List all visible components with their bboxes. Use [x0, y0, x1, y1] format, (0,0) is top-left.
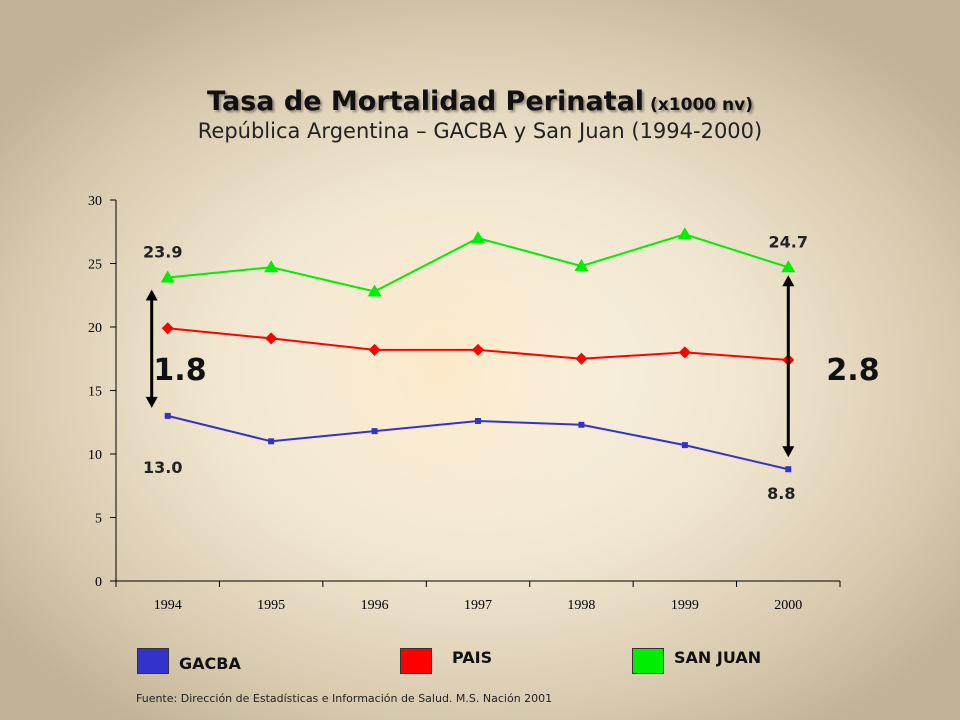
- data-point-pais: [472, 343, 484, 356]
- series-gacba: [164, 412, 792, 473]
- data-point-gacba: [475, 417, 481, 424]
- data-point-gacba: [681, 442, 688, 449]
- difference-arrow-head-up: [782, 275, 795, 287]
- data-point-san-juan: [160, 270, 175, 283]
- x-tick-label: 2000: [774, 598, 802, 613]
- y-tick-label: 10: [88, 448, 102, 463]
- chart-title: Tasa de Mortalidad Perinatal (x1000 nv): [0, 86, 960, 117]
- series-san-juan: [160, 227, 796, 297]
- data-point-pais: [575, 352, 588, 365]
- data-point-san-juan: [367, 284, 382, 297]
- value-label: 8.8: [767, 484, 795, 503]
- data-point-gacba: [164, 412, 171, 419]
- data-point-pais: [368, 343, 381, 356]
- value-label: 13.0: [143, 458, 182, 477]
- y-tick-label: 5: [95, 512, 102, 527]
- ratio-label: 2.8: [826, 353, 879, 388]
- legend-label-san-juan: SAN JUAN: [674, 648, 762, 667]
- x-tick-label: 1998: [567, 598, 595, 613]
- data-point-pais: [161, 322, 174, 335]
- plot-glow: [280, 215, 610, 545]
- legend-swatch-gacba: [137, 648, 169, 674]
- chart-subtitle: República Argentina – GACBA y San Juan (…: [197, 119, 763, 143]
- difference-arrow-head-down: [145, 396, 158, 408]
- x-tick-label: 1994: [154, 598, 182, 613]
- legend-label-gacba: GACBA: [179, 654, 241, 673]
- chart-title-unit: (x1000 nv): [650, 95, 753, 115]
- data-point-san-juan: [574, 259, 589, 272]
- data-point-san-juan: [471, 231, 485, 244]
- axes: 0 5 10 15 20 25 30 1994 1995 1996 1997 1998 1999 2000: [88, 194, 841, 613]
- data-point-gacba: [268, 438, 275, 445]
- x-tick-label: 1999: [671, 598, 699, 613]
- y-tick-label: 25: [88, 258, 102, 273]
- data-point-gacba: [578, 421, 585, 428]
- legend-swatch-san-juan: [632, 648, 664, 674]
- legend-swatch-pais: [400, 648, 432, 674]
- difference-arrow-head-up: [145, 289, 158, 301]
- legend-label-pais: PAIS: [452, 648, 493, 667]
- data-point-san-juan: [677, 227, 692, 240]
- ratio-label: 1.8: [153, 353, 206, 388]
- x-tick-label: 1997: [464, 598, 492, 613]
- x-tick-label: 1995: [257, 598, 285, 613]
- y-tick-label: 30: [88, 194, 102, 209]
- source-note: Fuente: Dirección de Estadísticas e Info…: [136, 692, 553, 705]
- x-tick-label: 1996: [361, 598, 389, 613]
- chart-title-block: Tasa de Mortalidad Perinatal (x1000 nv) R…: [0, 86, 960, 143]
- annotation-layer: 23.9 13.0 24.7 8.8 1.8 2.8: [143, 232, 880, 503]
- value-label: 23.9: [143, 242, 182, 261]
- data-point-san-juan: [781, 260, 796, 273]
- data-point-gacba: [785, 466, 792, 473]
- data-point-san-juan: [264, 260, 279, 273]
- difference-arrow-head-down: [782, 446, 795, 458]
- y-tick-label: 15: [88, 385, 102, 400]
- data-point-pais: [265, 332, 278, 345]
- chart-title-main: Tasa de Mortalidad Perinatal: [207, 86, 645, 117]
- data-point-gacba: [371, 428, 378, 435]
- series-layer: [160, 227, 796, 473]
- value-label: 24.7: [769, 232, 808, 251]
- y-tick-label: 0: [95, 575, 102, 590]
- y-tick-label: 20: [88, 321, 102, 336]
- data-point-pais: [678, 346, 691, 359]
